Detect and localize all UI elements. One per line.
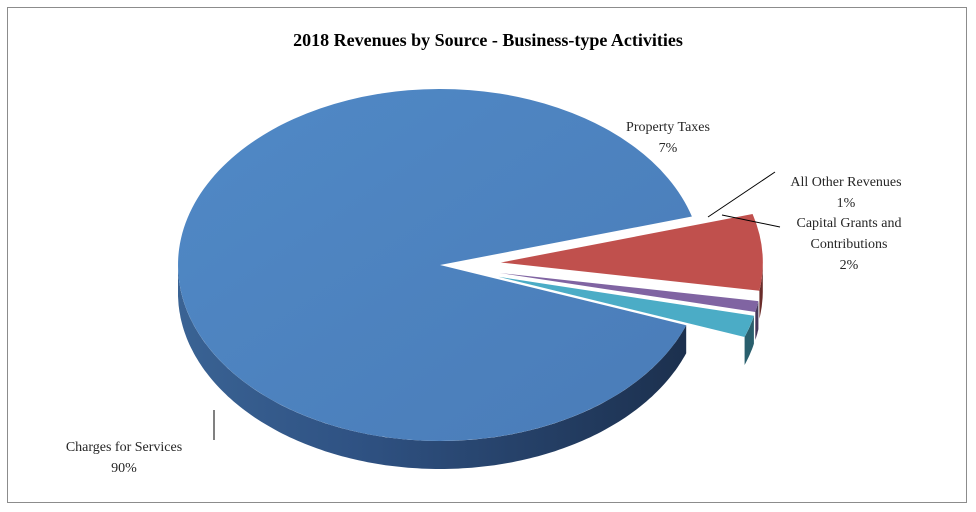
slice-percent-label: 7% (659, 141, 678, 156)
pie-slice-side-1 (759, 264, 763, 319)
pie-slice-side-0 (178, 265, 687, 469)
pie-slice-all-other-revenues (499, 272, 759, 312)
slice-percent-label: 1% (837, 196, 856, 211)
slice-label: Capital Grants and (797, 216, 902, 231)
pie-slice-capital-grants-and-contributions (498, 276, 754, 337)
pie-slice-property-taxes (500, 214, 763, 291)
slice-label: Contributions (810, 237, 887, 252)
slice-label: Property Taxes (626, 120, 710, 135)
pie-slice-charges-for-services (178, 88, 692, 441)
slice-label: Charges for Services (66, 440, 182, 455)
pie-slice-side-3 (744, 315, 754, 365)
slice-percent-label: 2% (840, 258, 859, 273)
leader-line-2 (707, 171, 776, 218)
pie-slice-side-2 (755, 301, 759, 340)
leader-line-3 (721, 214, 781, 228)
slice-percent-label: 90% (111, 461, 137, 476)
chart-title: 2018 Revenues by Source - Business-type … (293, 30, 683, 50)
slice-label: All Other Revenues (790, 175, 901, 190)
